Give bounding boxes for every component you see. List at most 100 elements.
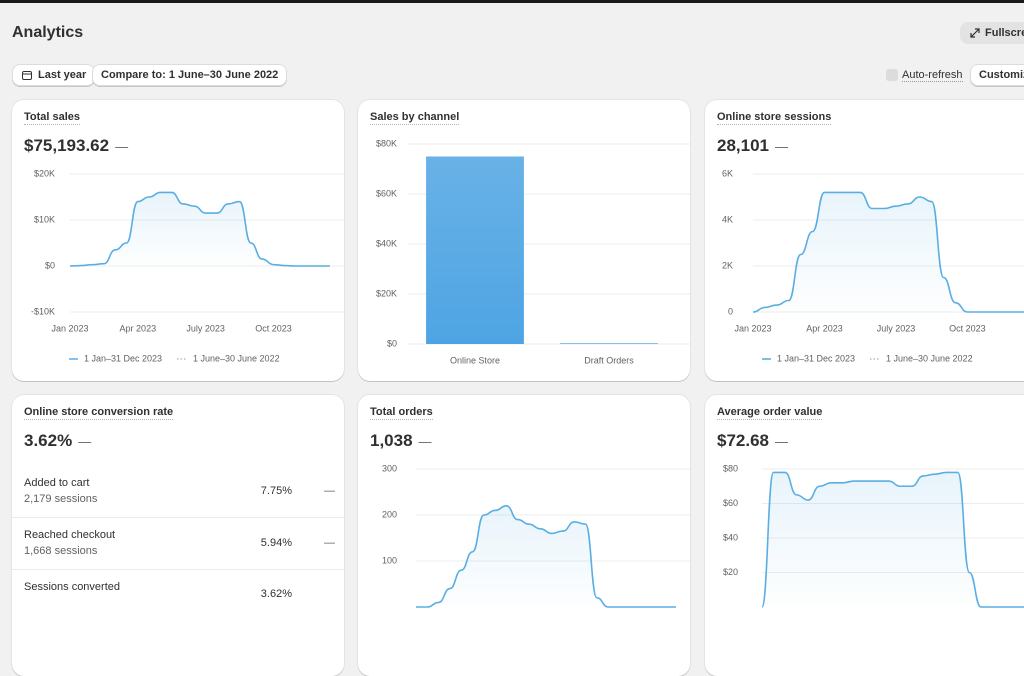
summary-value: 3.62% <box>24 431 73 450</box>
chart-card: Sales by channel $0 $20K $40K $60K $80K Online… <box>358 100 690 381</box>
y-tick-label: $80K <box>376 138 397 148</box>
y-tick-label: 6K <box>722 168 733 178</box>
funnel-label: Added to cart <box>24 477 90 489</box>
legend-label: 1 Jan–31 Dec 2023 <box>84 353 162 363</box>
summary-change: — <box>115 139 129 154</box>
card-summary: $72.68 — <box>717 431 788 451</box>
legend-label: 1 June–30 June 2022 <box>193 353 280 363</box>
x-tick-label: Online Store <box>450 355 500 365</box>
series-line <box>69 191 330 267</box>
funnel-rate: 3.62% <box>260 588 292 600</box>
summary-value: 28,101 <box>717 136 769 155</box>
y-tick-label: $10K <box>34 214 55 224</box>
chart: $0 $20K $40K $60K $80K Online Store Draft Orde… <box>376 138 690 365</box>
fullscreen-button[interactable]: Fullscreen <box>960 22 1024 44</box>
area-fill <box>416 505 676 607</box>
y-tick-label: 100 <box>382 555 397 565</box>
auto-refresh-label: Auto-refresh <box>902 69 963 82</box>
x-tick-label: July 2023 <box>186 323 225 333</box>
card-title: Average order value <box>717 406 823 420</box>
y-tick-label: 4K <box>722 214 733 224</box>
chart: 0 2K 4K 6K Jan 2023 Apr 2023 July 2023 Oct 2023… <box>722 168 1024 363</box>
chart-card: Total orders 1,038 — 100 200 300 <box>358 395 690 676</box>
series-line <box>752 191 1024 313</box>
fullscreen-label: Fullscreen <box>985 27 1024 39</box>
summary-value: $75,193.62 <box>24 136 110 155</box>
row-separator <box>12 569 344 570</box>
area-fill <box>762 472 1024 607</box>
y-tick-label: 200 <box>382 509 397 519</box>
compare-button[interactable]: Compare to: 1 June–30 June 2022 <box>92 64 288 86</box>
x-tick-label: Apr 2023 <box>120 323 157 333</box>
y-tick-label: 0 <box>728 306 733 316</box>
funnel-rate: 5.94% <box>260 537 292 549</box>
funnel-rate: 7.75% <box>260 485 292 497</box>
summary-change: — <box>418 434 432 449</box>
summary-change: — <box>78 434 92 449</box>
summary-value: 1,038 <box>370 431 413 450</box>
legend-label: 1 June–30 June 2022 <box>886 353 973 363</box>
y-tick-label: $40K <box>376 238 397 248</box>
legend-label: 1 Jan–31 Dec 2023 <box>777 353 855 363</box>
y-tick-label: $80 <box>723 463 738 473</box>
card-summary: 1,038 — <box>370 431 432 451</box>
bar <box>560 343 658 344</box>
chart: $20 $40 $60 $80 <box>723 463 1024 608</box>
x-tick-label: July 2023 <box>877 323 916 333</box>
customize-button[interactable]: Customize <box>970 64 1024 86</box>
chart-card: Total sales $75,193.62 — -$10K $0 $10K $20K Jan… <box>12 100 344 381</box>
y-tick-label: $20K <box>376 288 397 298</box>
summary-change: — <box>775 139 788 154</box>
y-tick-label: 2K <box>722 260 733 270</box>
card-title: Total sales <box>24 111 81 125</box>
funnel-label: Reached checkout <box>24 529 116 541</box>
y-tick-label: 300 <box>382 463 397 473</box>
x-tick-label: Draft Orders <box>584 355 634 365</box>
date-range-label: Last year <box>38 69 87 81</box>
funnel-change: — <box>324 537 335 549</box>
funnel-change: — <box>324 485 335 497</box>
y-tick-label: $20K <box>34 168 55 178</box>
card-title: Sales by channel <box>370 111 460 125</box>
y-tick-label: $20 <box>723 567 738 577</box>
area-fill <box>70 192 330 266</box>
auto-refresh-checkbox[interactable] <box>886 69 898 81</box>
card-summary: 28,101 — <box>717 136 788 156</box>
page-title: Analytics <box>12 24 84 41</box>
card-title: Total orders <box>370 406 433 420</box>
y-tick-label: $40 <box>723 532 738 542</box>
chart: -$10K $0 $10K $20K Jan 2023 Apr 2023 July 2023… <box>31 168 344 363</box>
card-summary: 3.62% — <box>24 431 91 451</box>
y-tick-label: $0 <box>45 260 55 270</box>
expand-icon <box>970 28 980 38</box>
row-separator <box>12 517 344 518</box>
y-tick-label: $0 <box>387 338 397 348</box>
chart-card: Online store sessions 28,101 — 0 2K 4K 6K Jan 2… <box>705 100 1024 381</box>
date-range-button[interactable]: Last year <box>12 64 96 86</box>
x-tick-label: Jan 2023 <box>734 323 771 333</box>
y-tick-label: $60K <box>376 188 397 198</box>
bar <box>426 156 524 344</box>
y-tick-label: -$10K <box>31 306 55 316</box>
y-tick-label: $60 <box>723 498 738 508</box>
area-fill <box>753 192 1024 312</box>
top-bar <box>0 0 1024 3</box>
summary-value: $72.68 <box>717 431 769 450</box>
card-title: Online store sessions <box>717 111 832 125</box>
chart: 100 200 300 <box>382 463 690 608</box>
card-title: Online store conversion rate <box>24 406 174 420</box>
x-tick-label: Jan 2023 <box>51 323 88 333</box>
x-tick-label: Oct 2023 <box>255 323 292 333</box>
calendar-icon <box>22 71 32 80</box>
funnel-sessions: 1,668 sessions <box>24 545 98 557</box>
x-tick-label: Oct 2023 <box>949 323 986 333</box>
funnel-sessions: 2,179 sessions <box>24 493 98 505</box>
summary-change: — <box>775 434 788 449</box>
chart-card: Average order value $72.68 — $20 $40 $60 $80 <box>705 395 1024 676</box>
x-tick-label: Apr 2023 <box>806 323 843 333</box>
compare-label: Compare to: 1 June–30 June 2022 <box>101 69 279 81</box>
funnel-label: Sessions converted <box>24 581 120 593</box>
customize-label: Customize <box>979 69 1024 81</box>
card-summary: $75,193.62 — <box>24 136 128 156</box>
